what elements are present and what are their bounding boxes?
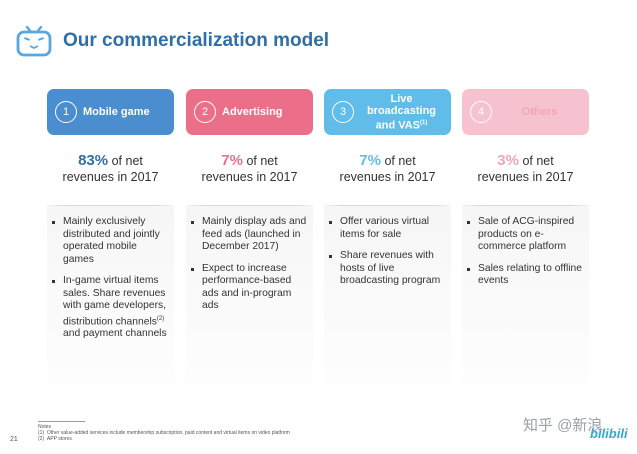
list-item: Sale of ACG-inspired products on e-comme… (466, 216, 584, 254)
column-background (186, 205, 313, 420)
column-background (324, 205, 451, 420)
list-item: Offer various virtual items for sale (328, 216, 446, 241)
page-number: 21 (10, 436, 18, 443)
footnote-1: (1) Other value-added services include m… (38, 430, 290, 436)
bullet-list: Mainly exclusively distributed and joint… (51, 216, 169, 350)
divider (47, 205, 174, 206)
list-item: Mainly exclusively distributed and joint… (51, 216, 169, 266)
number-badge: 1 (55, 101, 77, 123)
footnote-2: (2) APP stores (38, 436, 72, 442)
brand-logo: bilibili (590, 426, 628, 441)
revenue-stat: 7% of net revenues in 2017 (339, 152, 436, 185)
bullet-list: Mainly display ads and feed ads (launche… (190, 216, 308, 322)
notes-heading: Notes (38, 424, 52, 430)
number-badge: 4 (470, 101, 492, 123)
card-label: Mobile game (83, 106, 150, 118)
divider (462, 205, 589, 206)
tv-mascot-icon (16, 26, 52, 57)
watermark: 知乎 @新浪 (523, 417, 603, 434)
list-item: Sales relating to offline events (466, 263, 584, 288)
divider (186, 205, 313, 206)
list-item: Expect to increase performance-based ads… (190, 263, 308, 313)
revenue-stat: 3% of net revenues in 2017 (477, 152, 574, 185)
revenue-stat: 83% of net revenues in 2017 (62, 152, 159, 185)
revenue-stat: 7% of net revenues in 2017 (201, 152, 298, 185)
page-title: Our commercialization model (63, 30, 330, 51)
number-badge: 2 (194, 101, 216, 123)
card-label: Live broadcasting and VAS(1) (366, 92, 437, 132)
list-item: Mainly display ads and feed ads (launche… (190, 216, 308, 254)
card-advertising: 2 Advertising (186, 89, 313, 135)
footnotes: Notes (1) Other value-added services inc… (38, 421, 290, 442)
footnote-rule (38, 421, 85, 422)
list-item: Share revenues with hosts of live broadc… (328, 250, 446, 288)
list-item: In-game virtual items sales. Share reven… (51, 275, 169, 341)
bullet-list: Sale of ACG-inspired products on e-comme… (466, 216, 584, 297)
column-background (47, 205, 174, 420)
number-badge: 3 (332, 101, 354, 123)
column-background (462, 205, 589, 420)
divider (324, 205, 451, 206)
card-live-broadcasting: 3 Live broadcasting and VAS(1) (324, 89, 451, 135)
bullet-list: Offer various virtual items for sale Sha… (328, 216, 446, 297)
card-mobile-game: 1 Mobile game (47, 89, 174, 135)
card-label: Advertising (222, 106, 283, 118)
card-label: Others (521, 106, 558, 118)
card-others: 4 Others (462, 89, 589, 135)
